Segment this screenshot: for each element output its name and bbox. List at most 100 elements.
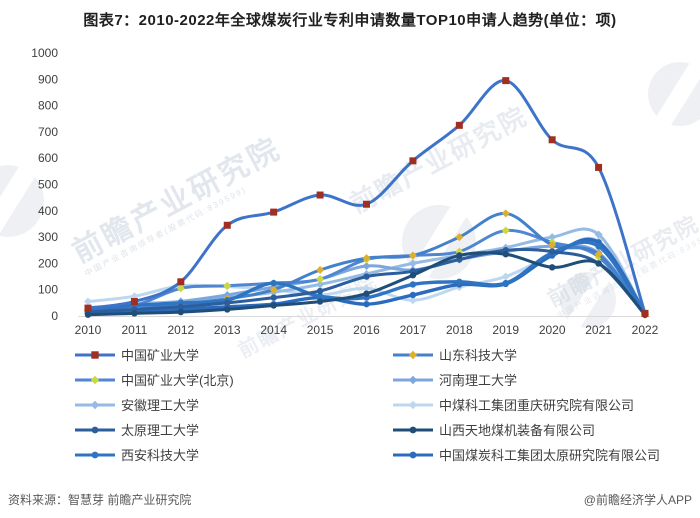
data-point-marker — [409, 451, 417, 458]
data-point-marker — [84, 311, 92, 318]
data-point-marker — [408, 259, 417, 268]
legend-item: 河南理工大学 — [390, 367, 660, 392]
legend-item: 中国矿业大学 — [72, 342, 390, 367]
data-point-marker — [316, 265, 325, 274]
y-axis-tick-label: 900 — [38, 72, 58, 86]
legend-label: 太原理工大学 — [121, 423, 200, 438]
data-point-marker — [501, 226, 510, 235]
data-point-marker — [90, 375, 100, 384]
legend-marker-icon — [393, 350, 433, 359]
data-point-marker — [408, 251, 417, 260]
data-point-marker — [595, 243, 602, 250]
data-point-marker — [409, 272, 417, 279]
y-axis-tick-label: 600 — [38, 151, 58, 165]
x-axis-tick-label: 2019 — [492, 323, 519, 337]
data-point-marker — [223, 221, 231, 229]
line-chart-canvas: 0 100 200 300 400 500 600 700 800 900 1000 2010 2011… — [31, 46, 658, 337]
data-point-marker — [456, 252, 463, 259]
legend-label: 中国煤炭科工集团太原研究院有限公司 — [439, 448, 661, 463]
data-point-marker — [456, 278, 463, 286]
legend-label: 山东科技大学 — [439, 348, 518, 363]
data-point-marker — [501, 209, 510, 218]
x-axis-tick-label: 2012 — [167, 323, 194, 337]
legend-marker-icon — [75, 400, 115, 409]
legend-label: 中国矿业大学(北京) — [121, 373, 234, 388]
legend-item: 山东科技大学 — [390, 342, 660, 367]
x-axis-tick-label: 2016 — [353, 323, 380, 337]
data-point-marker — [362, 284, 371, 293]
legend-label: 西安科技大学 — [121, 448, 200, 463]
data-point-marker — [223, 281, 232, 290]
data-point-marker — [84, 297, 92, 306]
y-axis-tick-label: 200 — [38, 256, 58, 270]
data-point-marker — [316, 275, 325, 284]
data-point-marker — [91, 350, 99, 359]
data-point-marker — [84, 304, 92, 312]
legend-label: 河南理工大学 — [439, 373, 518, 388]
chart-legend: 中国矿业大学 山东科技大学 中国矿业大学(北京) 河南理工大学 安徽理工大学 中煤科工集团… — [72, 342, 660, 467]
y-axis-tick-label: 1000 — [31, 46, 58, 60]
y-axis-tick-label: 300 — [38, 230, 58, 244]
data-point-marker — [409, 157, 417, 165]
x-axis-tick-label: 2021 — [585, 323, 612, 337]
data-point-marker — [548, 233, 557, 242]
legend-label: 中国矿业大学 — [121, 348, 200, 363]
data-point-marker — [177, 308, 185, 316]
data-point-marker — [595, 260, 602, 267]
data-point-marker — [408, 400, 418, 409]
credit-note: @前瞻经济学人APP — [583, 493, 692, 507]
legend-item: 中国矿业大学(北京) — [72, 367, 390, 392]
data-point-marker — [594, 250, 603, 259]
data-point-marker — [594, 230, 603, 239]
y-axis-tick-label: 700 — [38, 125, 58, 139]
x-axis-tick-label: 2014 — [260, 323, 287, 337]
data-point-marker — [455, 233, 464, 242]
y-axis-tick-label: 400 — [38, 204, 58, 218]
x-axis-tick-label: 2010 — [75, 323, 102, 337]
legend-marker-icon — [75, 451, 115, 458]
legend-marker-icon — [75, 426, 115, 433]
data-point-marker — [269, 285, 278, 294]
chart-title: 图表7：2010-2022年全球煤炭行业专利申请数量TOP10申请人趋势(单位：… — [83, 12, 617, 29]
y-axis-tick-label: 800 — [38, 99, 58, 113]
data-point-marker — [548, 248, 556, 255]
data-point-marker — [316, 287, 324, 295]
x-axis-tick-label: 2017 — [400, 323, 427, 337]
data-point-marker — [176, 284, 185, 293]
legend-marker-icon — [75, 375, 115, 384]
data-point-marker — [177, 303, 185, 310]
data-point-marker — [409, 426, 417, 433]
data-point-marker — [408, 375, 418, 384]
data-point-marker — [91, 426, 99, 433]
data-point-marker — [270, 302, 277, 309]
data-point-marker — [409, 281, 417, 288]
data-point-marker — [177, 278, 185, 286]
data-point-marker — [91, 451, 99, 458]
legend-item: 太原理工大学 — [72, 417, 390, 442]
x-axis-tick-label: 2013 — [214, 323, 241, 337]
data-point-marker — [270, 279, 277, 287]
data-point-marker — [316, 280, 325, 289]
legend-label: 山西天地煤机装备有限公司 — [439, 423, 596, 438]
legend-item: 中煤科工集团重庆研究院有限公司 — [390, 392, 660, 417]
legend-item: 中国煤炭科工集团太原研究院有限公司 — [390, 442, 660, 467]
data-point-marker — [502, 77, 510, 85]
data-point-marker — [363, 273, 370, 280]
data-point-marker — [362, 262, 371, 271]
x-axis-tick-label: 2018 — [446, 323, 473, 337]
data-point-marker — [316, 298, 324, 305]
data-point-marker — [363, 200, 370, 208]
data-point-marker — [455, 121, 463, 129]
legend-marker-icon — [393, 375, 433, 384]
data-point-marker — [409, 291, 417, 299]
legend-label: 中煤科工集团重庆研究院有限公司 — [439, 398, 635, 413]
data-point-marker — [363, 290, 370, 297]
x-axis-tick-label: 2011 — [122, 323, 148, 337]
source-note: 资料来源：智慧芽 前瞻产业研究院 — [8, 493, 192, 507]
data-point-marker — [362, 254, 371, 263]
data-point-marker — [408, 296, 417, 305]
series-line — [86, 79, 647, 315]
data-point-marker — [224, 306, 231, 313]
data-point-marker — [641, 309, 649, 317]
data-point-marker — [548, 264, 556, 271]
